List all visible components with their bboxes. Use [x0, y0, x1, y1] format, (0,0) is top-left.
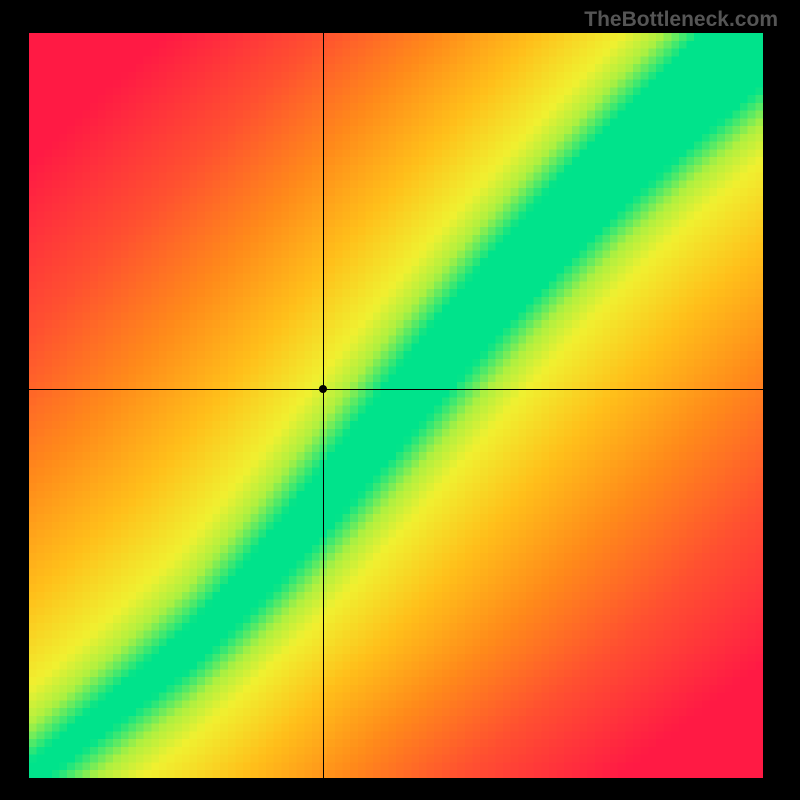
heatmap-canvas [29, 33, 763, 778]
crosshair-horizontal [29, 389, 763, 390]
crosshair-marker [319, 385, 327, 393]
crosshair-vertical [323, 33, 324, 778]
watermark: TheBottleneck.com [584, 8, 778, 32]
bottleneck-heatmap [29, 33, 763, 778]
